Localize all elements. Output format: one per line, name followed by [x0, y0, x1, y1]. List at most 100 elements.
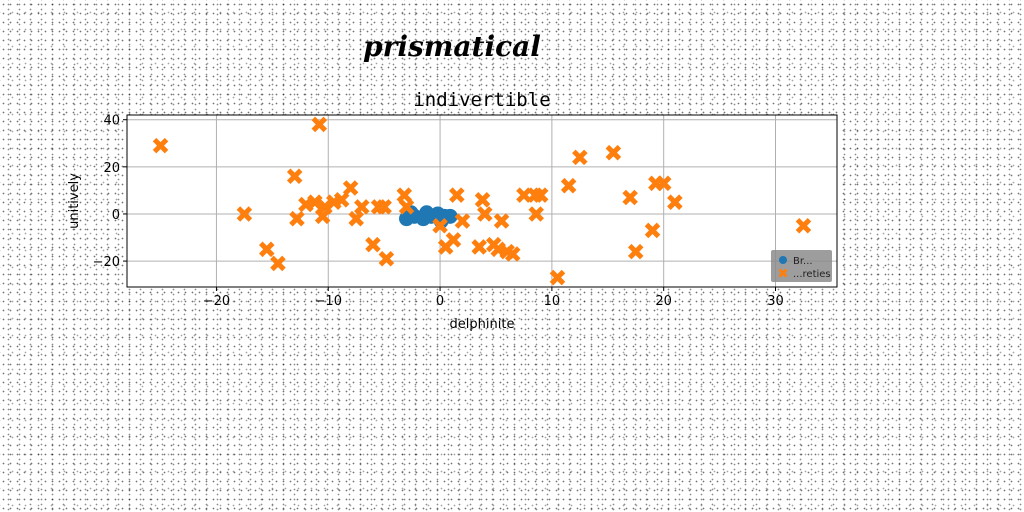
x-marker-stroke: [354, 199, 370, 215]
data-series: [152, 116, 812, 286]
legend-marker: [779, 256, 787, 264]
data-point: [449, 187, 465, 203]
data-point: [471, 239, 487, 255]
y-tick-label: 40: [103, 114, 120, 129]
x-tick-label: 10: [544, 294, 561, 309]
x-marker-stroke: [627, 243, 644, 260]
plot-frame: [126, 114, 838, 288]
data-point: [477, 206, 493, 222]
data-point: [493, 213, 510, 229]
axis-ticks: −20 −10 0 10 20 30 −20 0 20 40: [93, 114, 784, 309]
data-point: [307, 194, 323, 210]
data-point: [333, 192, 350, 208]
legend-marker: [778, 268, 788, 278]
x-marker-stroke: [348, 210, 364, 227]
x-marker-stroke: [504, 246, 521, 262]
x-marker-stroke: [376, 199, 392, 215]
data-point: [528, 206, 544, 222]
x-tick-label: −10: [315, 294, 342, 309]
data-point: [605, 144, 622, 161]
data-point: [445, 232, 462, 248]
x-axis-label: delphinite: [450, 317, 515, 332]
x-marker-stroke: [396, 187, 413, 203]
x-marker-stroke: [560, 177, 577, 194]
x-marker-stroke: [289, 210, 305, 227]
x-marker-stroke: [311, 116, 328, 133]
y-tick-label: −20: [93, 255, 120, 270]
data-point: [398, 199, 415, 215]
x-marker-stroke: [317, 199, 333, 215]
x-marker-stroke: [572, 149, 588, 166]
x-marker-stroke: [270, 255, 286, 272]
data-point: [655, 175, 672, 192]
x-marker-stroke: [493, 213, 510, 229]
x-marker-stroke: [314, 208, 331, 225]
x-marker-stroke: [795, 217, 812, 234]
y-axis-label: unitively: [67, 173, 82, 229]
x-marker-stroke: [342, 180, 359, 196]
data-point: [795, 217, 812, 234]
data-point: [504, 246, 521, 262]
data-point: [644, 222, 661, 239]
data-point: [432, 217, 448, 234]
data-point: [289, 210, 305, 227]
data-point: [419, 205, 435, 221]
chart-title: indivertible: [413, 89, 550, 111]
x-marker-stroke: [474, 192, 491, 208]
x-marker-stroke: [532, 187, 549, 203]
legend: Br... ...reties: [771, 250, 832, 282]
data-point: [627, 243, 644, 260]
data-point: [474, 192, 491, 208]
x-marker-stroke: [445, 232, 462, 248]
x-marker-stroke: [286, 168, 303, 185]
x-marker-stroke: [365, 236, 381, 253]
x-marker-stroke: [549, 269, 566, 286]
chart-suptitle: prismatical: [363, 30, 541, 63]
data-point: [667, 194, 683, 210]
x-marker-stroke: [152, 137, 169, 154]
data-point: [286, 168, 303, 185]
x-tick-label: 20: [655, 294, 672, 309]
data-point: [572, 149, 588, 166]
data-point: [376, 199, 392, 215]
x-marker-stroke: [432, 217, 448, 234]
data-point: [236, 206, 253, 222]
x-marker-stroke: [236, 206, 253, 222]
x-marker-stroke: [477, 206, 493, 222]
x-marker-stroke: [605, 144, 622, 161]
data-point: [532, 187, 549, 203]
x-marker-stroke: [667, 194, 683, 210]
data-point: [348, 210, 364, 227]
series-1: [399, 205, 458, 229]
x-marker-stroke: [378, 250, 395, 267]
legend-label: ...reties: [793, 269, 831, 280]
data-point: [454, 213, 471, 229]
x-marker-stroke: [644, 222, 661, 239]
data-point: [549, 269, 566, 286]
x-marker-stroke: [528, 206, 544, 222]
data-point: [152, 137, 169, 154]
x-marker-stroke: [655, 175, 672, 192]
data-point: [258, 241, 275, 258]
x-marker-stroke: [471, 239, 487, 255]
data-point: [365, 236, 381, 253]
x-marker-stroke: [258, 241, 275, 258]
data-point: [378, 250, 395, 267]
legend-label: Br...: [793, 256, 813, 267]
data-point: [317, 199, 333, 215]
x-tick-label: 30: [767, 294, 784, 309]
series-2: [152, 116, 812, 286]
x-tick-label: −20: [203, 294, 230, 309]
x-marker-stroke: [398, 199, 415, 215]
x-marker-stroke: [778, 268, 788, 278]
x-marker-stroke: [622, 189, 638, 206]
x-marker-stroke: [307, 194, 323, 210]
y-tick-label: 0: [112, 208, 120, 223]
x-marker-stroke: [449, 187, 465, 203]
data-point: [311, 116, 328, 133]
data-point: [342, 180, 359, 196]
y-tick-label: 20: [103, 161, 120, 176]
data-point: [560, 177, 577, 194]
x-tick-label: 0: [436, 294, 444, 309]
